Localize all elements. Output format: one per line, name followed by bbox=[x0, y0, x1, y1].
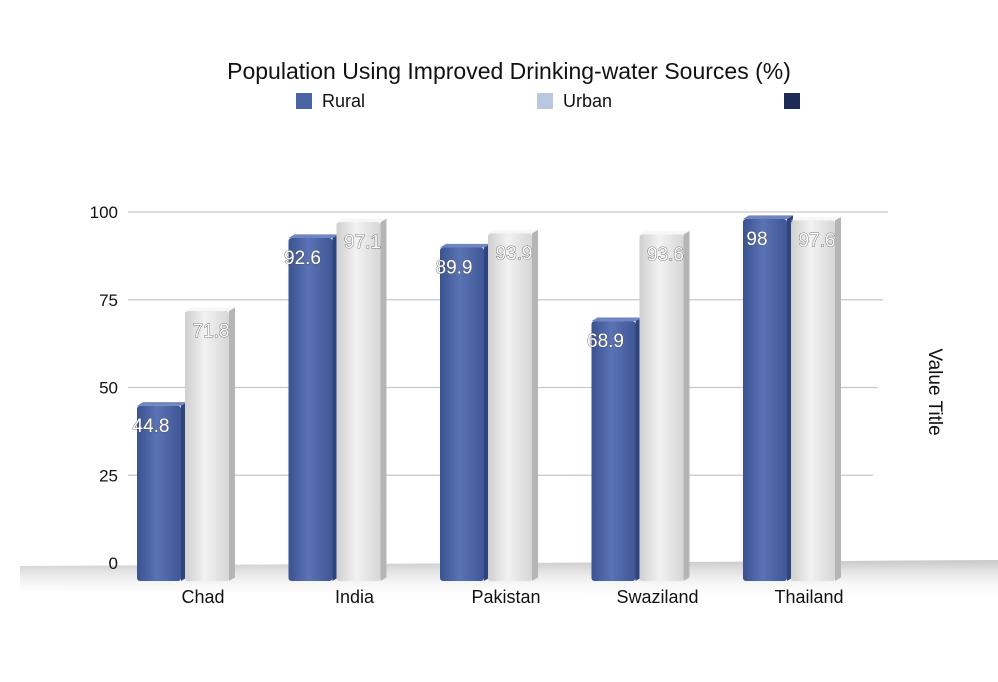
x-axis-categories: Chad India Pakistan Swaziland Thailand bbox=[181, 587, 843, 607]
bar-rural-india bbox=[288, 237, 333, 581]
data-label-urban-india: 97.1 bbox=[344, 232, 381, 253]
bars bbox=[137, 215, 841, 582]
bar-side-urban-chad bbox=[229, 307, 235, 581]
data-labels: 44.8 71.8 92.6 97.1 89.9 93.9 68.9 93.6 98 97.6 bbox=[132, 229, 836, 438]
y-tick-label-50: 50 bbox=[99, 379, 118, 398]
bar-rural-pakistan bbox=[440, 247, 484, 582]
bar-urban-pakistan bbox=[488, 233, 532, 581]
legend-label-urban: Urban bbox=[563, 90, 613, 111]
bar-urban-india bbox=[336, 222, 381, 581]
bar-top-rural-india bbox=[288, 234, 339, 238]
legend-item-rural: Rural bbox=[296, 90, 365, 112]
bar-side-urban-pakistan bbox=[532, 229, 538, 581]
bar-top-urban-pakistan bbox=[488, 229, 538, 234]
bar-top-rural-swaziland bbox=[591, 317, 642, 322]
bar-top-urban-swaziland bbox=[639, 230, 690, 235]
data-label-rural-thailand: 98 bbox=[746, 229, 767, 250]
legend-label-rural: Rural bbox=[322, 90, 366, 111]
data-label-rural-india: 92.6 bbox=[284, 248, 321, 269]
y-tick-label-100: 100 bbox=[90, 203, 118, 222]
bar-rural-swaziland bbox=[591, 321, 636, 581]
bar-side-urban-india bbox=[380, 218, 387, 582]
x-tick-label-pakistan: Pakistan bbox=[471, 587, 540, 607]
bar-top-rural-pakistan bbox=[440, 243, 490, 248]
data-label-rural-pakistan: 89.9 bbox=[436, 257, 473, 278]
bar-top-rural-chad bbox=[137, 402, 187, 406]
chart-title: Population Using Improved Drinking-water… bbox=[227, 58, 791, 84]
y-axis-ticks: 0 25 50 75 100 bbox=[90, 203, 118, 573]
y-axis-title: Value Title bbox=[924, 348, 945, 435]
data-label-urban-chad: 71.8 bbox=[193, 321, 230, 342]
data-label-rural-chad: 44.8 bbox=[133, 416, 170, 437]
data-label-rural-swaziland: 68.9 bbox=[587, 331, 624, 352]
bar-side-urban-swaziland bbox=[683, 230, 690, 581]
legend-item-urban: Urban bbox=[537, 90, 612, 112]
data-label-urban-thailand: 97.6 bbox=[799, 230, 836, 251]
bar-top-urban-india bbox=[336, 218, 387, 223]
legend-item-extra bbox=[784, 90, 810, 112]
bar-urban-thailand bbox=[791, 220, 835, 581]
y-tick-label-0: 0 bbox=[109, 554, 118, 573]
bar-top-urban-thailand bbox=[791, 216, 841, 221]
x-tick-label-india: India bbox=[335, 587, 375, 607]
bar-urban-chad bbox=[185, 310, 229, 581]
legend-swatch-rural bbox=[296, 93, 312, 109]
y-tick-label-25: 25 bbox=[99, 466, 118, 485]
x-tick-label-swaziland: Swaziland bbox=[616, 587, 698, 607]
x-tick-label-thailand: Thailand bbox=[774, 587, 843, 607]
bar-top-urban-chad bbox=[185, 307, 235, 311]
legend-swatch-urban bbox=[537, 93, 553, 109]
data-label-urban-pakistan: 93.9 bbox=[496, 243, 533, 264]
bar-urban-swaziland bbox=[639, 234, 684, 582]
data-label-urban-swaziland: 93.6 bbox=[647, 244, 684, 265]
legend-swatch-extra bbox=[784, 93, 800, 109]
bar-rural-thailand bbox=[743, 219, 787, 581]
bar-top-rural-thailand bbox=[743, 215, 793, 220]
y-tick-label-75: 75 bbox=[99, 291, 118, 310]
bar-side-urban-thailand bbox=[835, 216, 841, 581]
x-tick-label-chad: Chad bbox=[181, 587, 224, 607]
bar-rural-chad bbox=[137, 405, 181, 581]
